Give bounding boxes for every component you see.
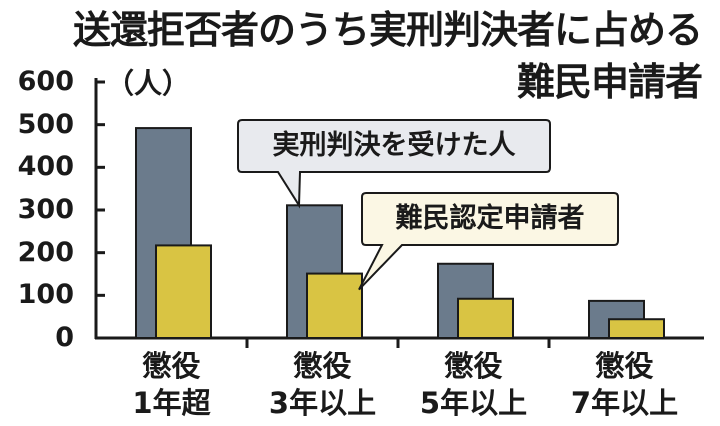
- title-line-1: 送還拒否者のうち実刑判決者に占める: [72, 8, 703, 52]
- x-category-label: 懲役 1年超: [102, 348, 242, 422]
- x-category-line-2: 5年以上: [419, 386, 528, 420]
- y-tick-label: 100: [17, 279, 74, 311]
- y-tick-label: 500: [17, 108, 74, 140]
- y-axis-unit: （人）: [106, 67, 191, 100]
- x-category-label: 懲役 5年以上: [404, 348, 544, 422]
- title-line-2: 難民申請者: [516, 60, 703, 104]
- x-category-line-2: 7年以上: [570, 386, 679, 420]
- chart-title: 送還拒否者のうち実刑判決者に占める 難民申請者: [72, 4, 703, 108]
- callout-sentenced-label: 実刑判決を受けた人: [272, 130, 516, 161]
- x-category-label: 懲役 7年以上: [555, 348, 695, 422]
- y-tick-label: 200: [17, 236, 74, 268]
- x-category-line-1: 懲役: [142, 349, 201, 383]
- bar-refugee-applicant: [457, 297, 514, 340]
- y-tick-label: 300: [17, 194, 74, 225]
- x-category-line-2: 3年以上: [268, 386, 377, 420]
- x-category-line-1: 懲役: [293, 349, 352, 383]
- y-tick-label: 600: [17, 66, 74, 97]
- x-category-line-1: 懲役: [444, 349, 503, 383]
- callout-refugee-applicant-box: [358, 192, 619, 291]
- bar-refugee-applicant: [608, 318, 665, 339]
- callout-sentenced-box: [237, 119, 551, 209]
- x-category-line-2: 1年超: [132, 386, 211, 420]
- bar-refugee-applicant: [306, 272, 363, 339]
- bar-refugee-applicant: [155, 244, 212, 339]
- x-category-line-1: 懲役: [595, 349, 654, 383]
- y-tick-label: 0: [55, 322, 74, 353]
- y-tick-label: 400: [17, 151, 74, 183]
- callout-refugee-applicant-label: 難民認定申請者: [395, 203, 585, 234]
- x-category-label: 懲役 3年以上: [253, 348, 393, 422]
